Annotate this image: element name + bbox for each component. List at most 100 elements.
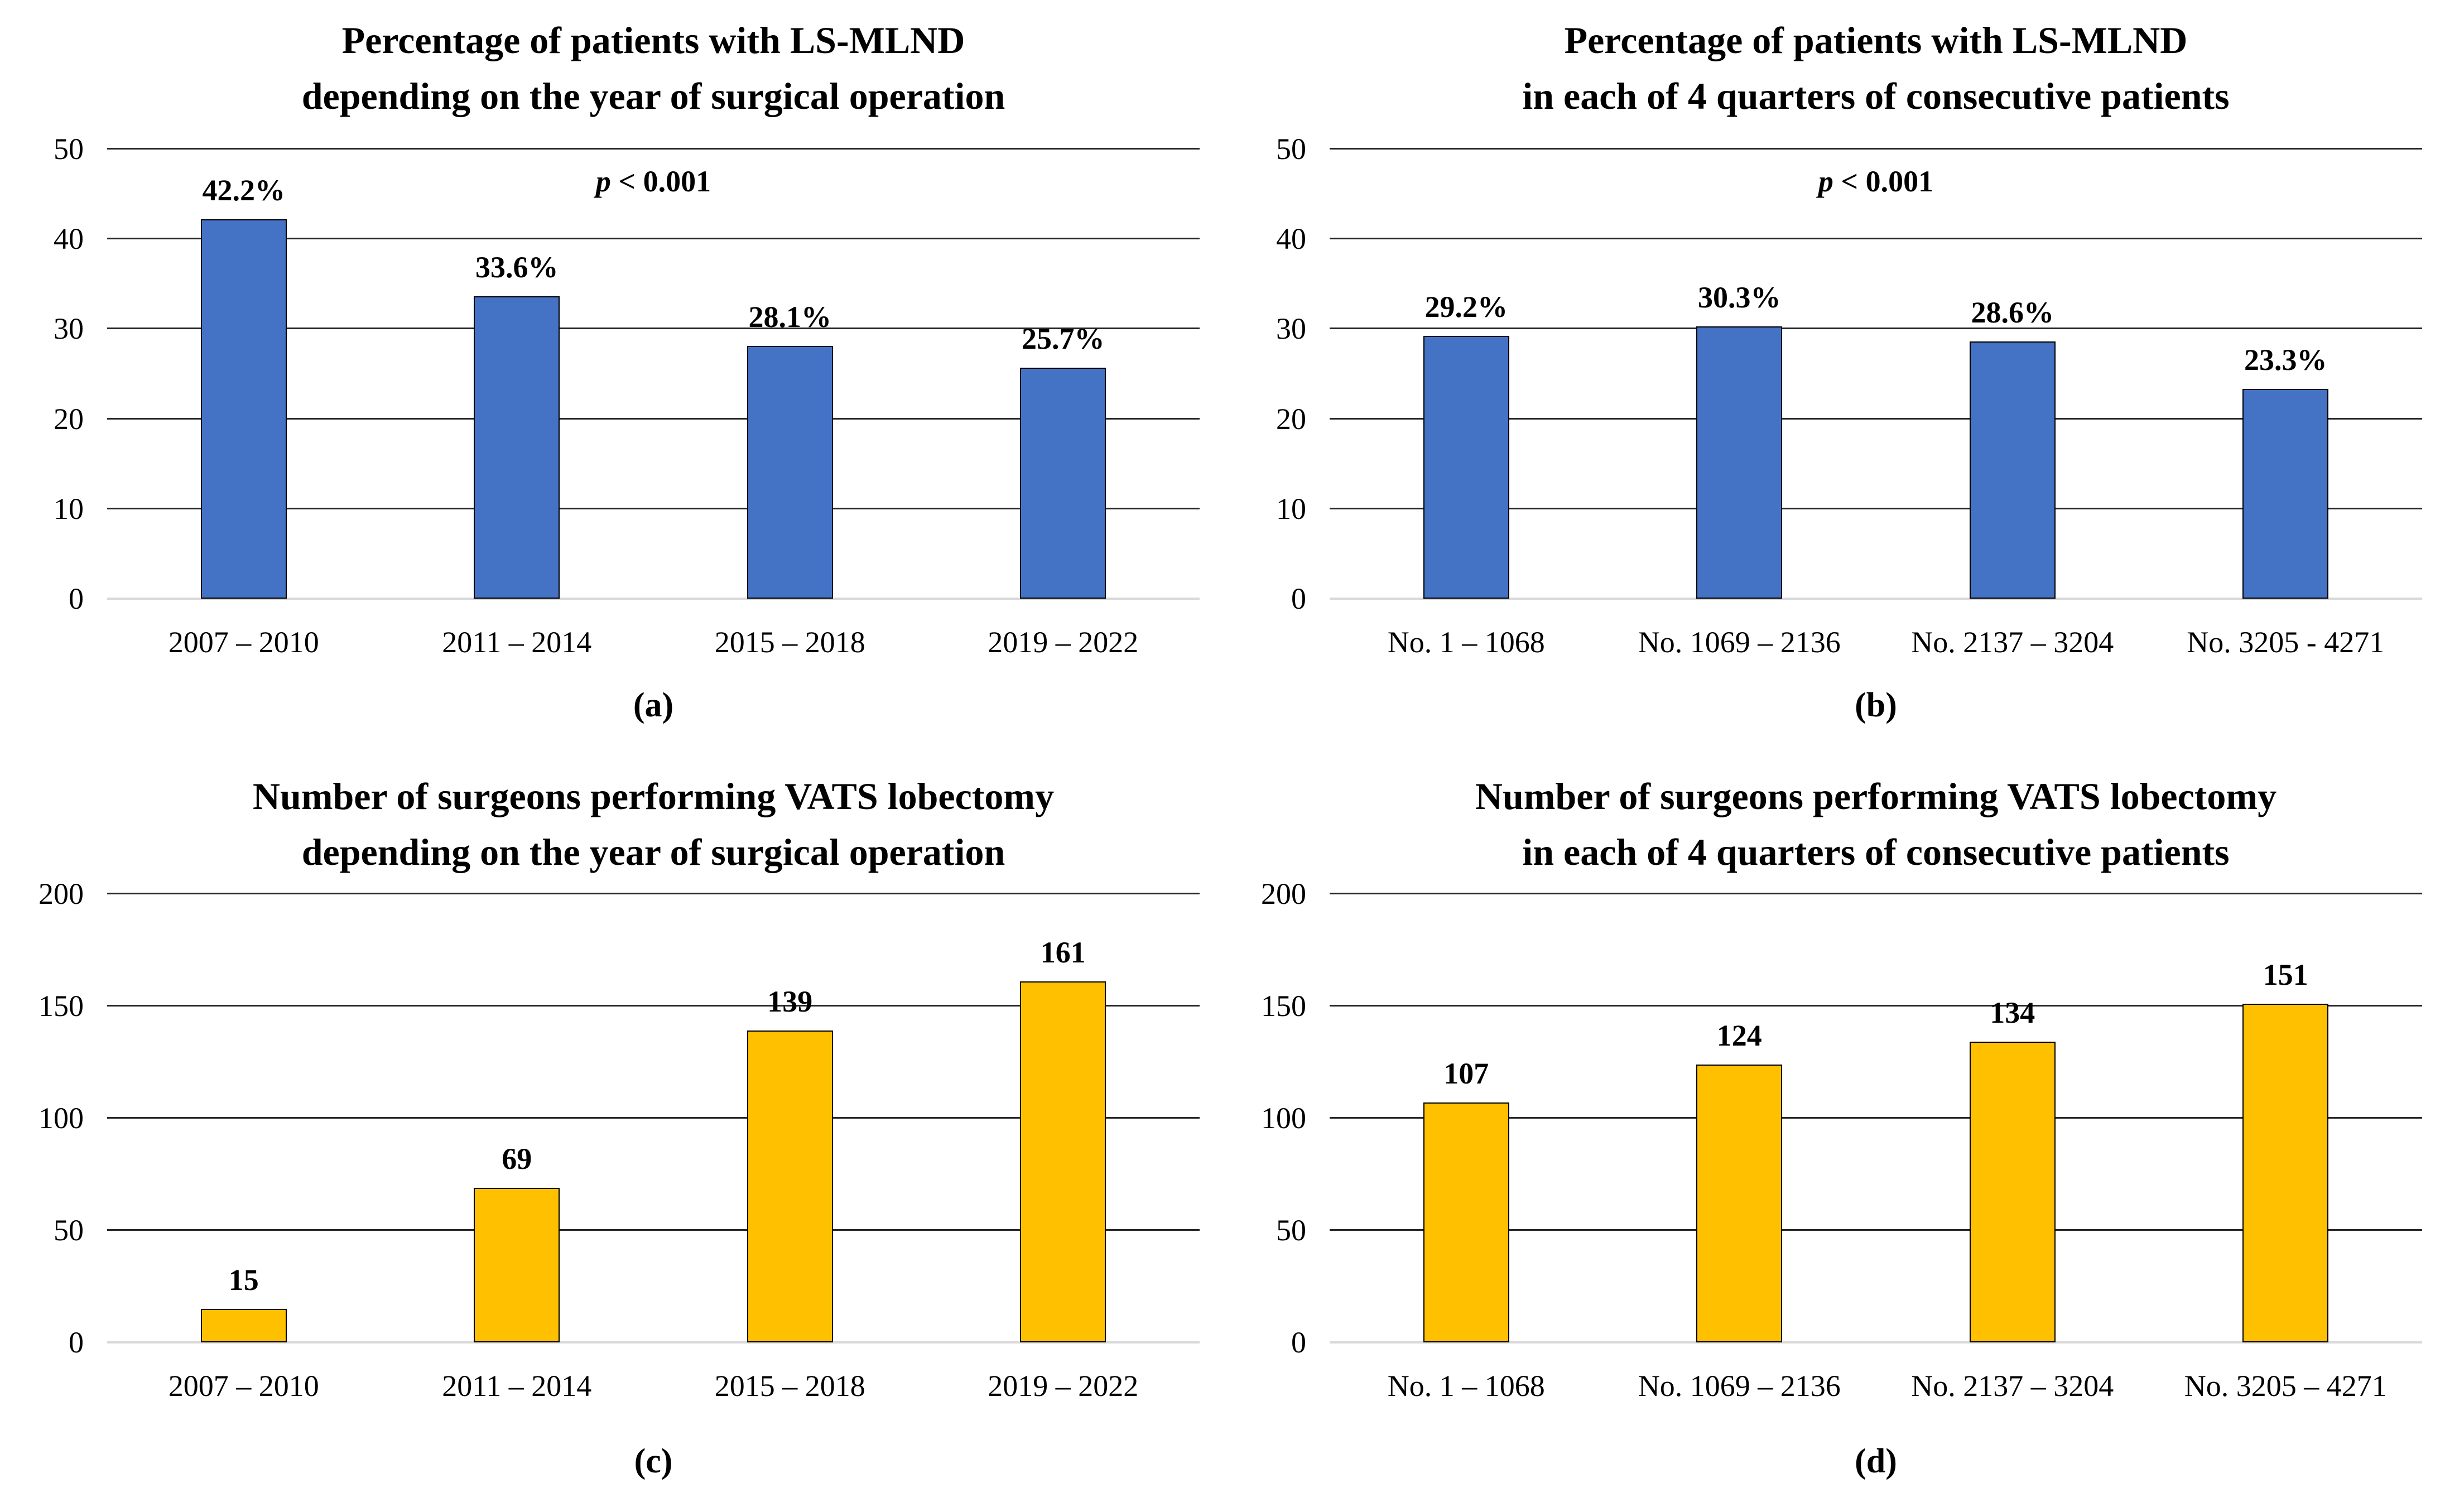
bar-value-label-25.7%: 25.7% <box>1022 321 1105 355</box>
chart-b-percentage-by-quarter: Percentage of patients with LS-MLND in e… <box>1222 0 2445 756</box>
y-tick-label-20: 20 <box>1276 402 1306 436</box>
x-tick-label-2007 – 2010: 2007 – 2010 <box>168 1369 319 1403</box>
bar-2011 – 2014 <box>474 296 560 599</box>
bar-No. 1 – 1068 <box>1423 1102 1509 1342</box>
bar-2019 – 2022 <box>1020 981 1106 1342</box>
y-tick-label-200: 200 <box>1261 877 1306 911</box>
gridline-150 <box>1330 1005 2422 1007</box>
bar-No. 1069 – 2136 <box>1696 326 1783 599</box>
bar-value-label-28.6%: 28.6% <box>1971 295 2054 329</box>
bar-2007 – 2010 <box>200 219 287 599</box>
bar-value-label-151: 151 <box>2263 957 2308 991</box>
y-tick-label-30: 30 <box>54 312 84 346</box>
p-value-text: < 0.001 <box>610 165 711 198</box>
bar-No. 1 – 1068 <box>1423 336 1509 599</box>
x-tick-label-2011 – 2014: 2011 – 2014 <box>442 1369 592 1403</box>
x-tick-label-No. 3205 – 4271: No. 3205 – 4271 <box>2184 1369 2387 1403</box>
bar-No. 1069 – 2136 <box>1696 1064 1783 1342</box>
y-tick-label-40: 40 <box>1276 222 1306 256</box>
x-tick-label-No. 1 – 1068: No. 1 – 1068 <box>1387 1369 1545 1403</box>
x-tick-label-2011 – 2014: 2011 – 2014 <box>442 625 592 659</box>
chart-title-line-2: in each of 4 quarters of consecutive pat… <box>1522 831 2230 873</box>
y-tick-label-100: 100 <box>1261 1101 1306 1135</box>
chart-d-surgeons-by-quarter: Number of surgeons performing VATS lobec… <box>1222 756 2445 1512</box>
x-axis-line <box>107 598 1200 600</box>
bar-2015 – 2018 <box>747 1031 833 1342</box>
bar-value-label-124: 124 <box>1716 1018 1762 1052</box>
chart-title: Percentage of patients with LS-MLND depe… <box>107 12 1200 124</box>
y-tick-label-100: 100 <box>38 1101 84 1135</box>
y-tick-label-50: 50 <box>54 132 84 166</box>
gridline-50 <box>1330 148 2422 150</box>
y-tick-label-150: 150 <box>38 989 84 1023</box>
gridline-10 <box>1330 507 2422 509</box>
bar-No. 3205 - 4271 <box>2242 389 2329 599</box>
y-tick-label-10: 10 <box>54 492 84 526</box>
chart-title: Number of surgeons performing VATS lobec… <box>1330 768 2422 880</box>
bar-value-label-23.3%: 23.3% <box>2244 343 2327 377</box>
gridline-200 <box>107 893 1200 894</box>
bar-2011 – 2014 <box>474 1187 560 1342</box>
chart-title-line-2: depending on the year of surgical operat… <box>301 75 1005 117</box>
x-tick-label-No. 1069 – 2136: No. 1069 – 2136 <box>1638 625 1841 659</box>
chart-title-line-1: Percentage of patients with LS-MLND <box>341 19 965 61</box>
chart-title: Number of surgeons performing VATS lobec… <box>107 768 1200 880</box>
bar-value-label-42.2%: 42.2% <box>202 173 286 207</box>
x-tick-label-2019 – 2022: 2019 – 2022 <box>988 625 1139 659</box>
bar-No. 2137 – 3204 <box>1969 341 2056 599</box>
y-tick-label-30: 30 <box>1276 312 1306 346</box>
chart-title-line-2: depending on the year of surgical operat… <box>301 831 1005 873</box>
chart-title-line-1: Number of surgeons performing VATS lobec… <box>252 775 1055 817</box>
bar-value-label-161: 161 <box>1040 935 1086 969</box>
bar-value-label-134: 134 <box>1990 996 2035 1030</box>
gridline-100 <box>107 1117 1200 1119</box>
bar-value-label-30.3%: 30.3% <box>1698 280 1781 314</box>
bar-value-label-28.1%: 28.1% <box>748 300 832 334</box>
gridline-20 <box>107 417 1200 420</box>
y-tick-label-50: 50 <box>54 1214 84 1247</box>
gridline-30 <box>1330 328 2422 330</box>
panel-caption-c: (c) <box>634 1442 673 1480</box>
panel-caption-b: (b) <box>1855 686 1897 724</box>
y-tick-label-0: 0 <box>1291 582 1306 615</box>
chart-title-line-1: Percentage of patients with LS-MLND <box>1564 19 2188 61</box>
x-axis-line <box>1330 1341 2422 1344</box>
y-tick-label-20: 20 <box>54 402 84 436</box>
y-tick-label-200: 200 <box>38 877 84 911</box>
chart-title-line-1: Number of surgeons performing VATS lobec… <box>1475 775 2277 817</box>
x-tick-label-2015 – 2018: 2015 – 2018 <box>714 625 865 659</box>
bar-2015 – 2018 <box>747 346 833 599</box>
y-tick-label-0: 0 <box>69 1326 84 1359</box>
x-tick-label-2007 – 2010: 2007 – 2010 <box>168 625 319 659</box>
gridline-10 <box>107 507 1200 509</box>
bar-value-label-107: 107 <box>1443 1056 1489 1090</box>
panel-caption-a: (a) <box>633 686 674 724</box>
x-tick-label-2019 – 2022: 2019 – 2022 <box>988 1369 1139 1403</box>
x-tick-label-No. 1069 – 2136: No. 1069 – 2136 <box>1638 1369 1841 1403</box>
gridline-200 <box>1330 893 2422 894</box>
gridline-50 <box>1330 1229 2422 1231</box>
y-tick-label-50: 50 <box>1276 132 1306 166</box>
x-tick-label-No. 2137 – 3204: No. 2137 – 3204 <box>1911 625 2114 659</box>
gridline-20 <box>1330 417 2422 420</box>
bar-value-label-15: 15 <box>228 1263 259 1297</box>
gridline-30 <box>107 328 1200 330</box>
chart-a-percentage-by-year: Percentage of patients with LS-MLND depe… <box>0 0 1222 756</box>
bar-value-label-69: 69 <box>502 1142 532 1176</box>
chart-title: Percentage of patients with LS-MLND in e… <box>1330 12 2422 124</box>
bar-value-label-33.6%: 33.6% <box>475 251 559 285</box>
bar-2007 – 2010 <box>200 1308 287 1342</box>
y-tick-label-50: 50 <box>1276 1214 1306 1247</box>
x-tick-label-No. 3205 - 4271: No. 3205 - 4271 <box>2187 625 2385 659</box>
bar-value-label-139: 139 <box>767 985 813 1019</box>
bar-value-label-29.2%: 29.2% <box>1424 290 1508 324</box>
gridline-50 <box>107 1229 1200 1231</box>
y-tick-label-0: 0 <box>1291 1326 1306 1359</box>
p-value-annotation: p < 0.001 <box>107 163 1200 200</box>
gridline-40 <box>1330 238 2422 240</box>
gridline-50 <box>107 148 1200 150</box>
x-axis-line <box>1330 598 2422 600</box>
gridline-150 <box>107 1005 1200 1007</box>
p-value-text: < 0.001 <box>1833 165 1934 198</box>
